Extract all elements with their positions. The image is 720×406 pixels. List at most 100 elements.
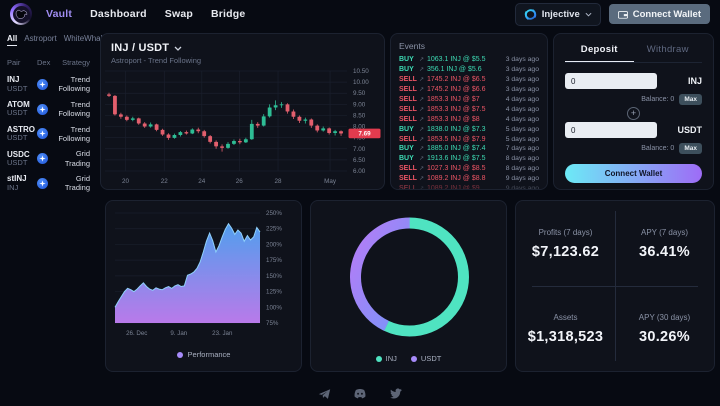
event-row[interactable]: BUY ↗ 1838.0 INJ @ $7.3 5 days ago [399,124,539,134]
pair-quote: USDT [7,133,28,143]
stat-label: Assets [553,312,578,322]
pair-cell: INJ USDT [7,75,37,93]
external-link-icon[interactable]: ↗ [419,136,425,143]
vault-row-inj[interactable]: INJ USDT Trend Following [7,72,90,97]
event-detail: 1089.2 INJ @ $8.8 [427,175,486,183]
svg-text:7.69: 7.69 [358,131,371,138]
svg-text:23. Jan: 23. Jan [212,330,233,337]
stat-value: 30.26% [639,328,690,345]
pair-selector[interactable]: INJ / USDT [111,42,374,54]
pair-cell: stINJ INJ [7,174,37,192]
svg-text:24: 24 [198,178,206,185]
event-side: BUY [399,125,414,133]
external-link-icon[interactable]: ↗ [419,87,425,94]
network-selector[interactable]: Injective [514,2,601,26]
twitter-icon[interactable] [389,388,402,399]
amount-input-usdt[interactable] [565,122,657,138]
external-link-icon[interactable]: ↗ [419,106,425,113]
event-row[interactable]: BUY ↗ 1885.0 INJ @ $7.4 7 days ago [399,144,539,154]
pair-cell: ASTRO USDT [7,125,37,143]
external-link-icon[interactable]: ↗ [419,186,425,190]
performance-legend: Performance [110,350,297,359]
event-row[interactable]: SELL ↗ 1089.2 INJ @ $9 9 days ago [399,184,539,190]
event-side: BUY [399,66,414,74]
wallet-icon [617,10,628,19]
svg-text:175%: 175% [266,257,282,264]
event-row[interactable]: SELL ↗ 1089.2 INJ @ $8.8 9 days ago [399,174,539,184]
external-link-icon[interactable]: ↗ [419,116,425,123]
external-link-icon[interactable]: ↗ [419,97,425,103]
external-link-icon[interactable]: ↗ [419,156,425,163]
nav-item-bridge[interactable]: Bridge [210,8,246,20]
pair-base: ASTRO [7,124,35,134]
connect-wallet-button[interactable]: Connect Wallet [608,4,710,24]
external-link-icon[interactable]: ↗ [419,126,425,133]
nav-item-dashboard[interactable]: Dashboard [90,8,147,20]
stat-cell: APY (30 days) 30.26% [615,286,714,371]
currency-label-usdt: USDT [677,125,703,135]
dex-cell [36,103,59,115]
event-row[interactable]: SELL ↗ 1853.3 INJ @ $8 4 days ago [399,114,539,124]
legend-label: Performance [187,350,231,359]
nav-item-vault[interactable]: Vault [46,8,73,20]
event-row[interactable]: SELL ↗ 1027.3 INJ @ $8.5 8 days ago [399,164,539,174]
event-row[interactable]: BUY ↗ 1913.6 INJ @ $7.5 8 days ago [399,154,539,164]
max-button-inj[interactable]: Max [679,94,702,105]
astroport-icon [36,103,48,115]
vault-row-astro[interactable]: ASTRO USDT Trend Following [7,122,90,147]
event-row[interactable]: SELL ↗ 1853.3 INJ @ $7.5 4 days ago [399,104,539,114]
brand-logo[interactable] [10,3,32,25]
price-chart-panel: INJ / USDT Astroport - Trend Following 1… [100,33,385,190]
event-side: SELL [399,185,417,190]
svg-text:100%: 100% [266,304,282,311]
event-row[interactable]: SELL ↗ 1853.3 INJ @ $7 4 days ago [399,95,539,105]
legend-item-usdt: USDT [410,354,441,363]
chevron-down-icon [585,12,592,17]
pair-base: USDC [7,149,30,159]
dex-cell [36,128,59,140]
event-detail: 1027.3 INJ @ $8.5 [427,165,486,173]
discord-icon[interactable] [353,388,367,400]
connect-wallet-action-button[interactable]: Connect Wallet [565,164,702,183]
tab-withdraw[interactable]: Withdraw [646,44,689,55]
external-link-icon[interactable]: ↗ [419,77,425,84]
event-detail: 1063.1 INJ @ $5.5 [427,56,486,64]
performance-panel: 250% 225% 200% 175% 150% 125% 100% 75% 26. Dec 9.… [105,200,302,372]
external-link-icon[interactable]: ↗ [419,166,425,173]
event-row[interactable]: BUY ↗ 356.1 INJ @ $5.6 3 days ago [399,65,539,75]
stat-cell: APY (7 days) 36.41% [615,201,714,286]
event-detail: 1853.5 INJ @ $7.9 [427,135,486,143]
external-link-icon[interactable]: ↗ [419,176,425,183]
sidebar-tab-whitewhale[interactable]: WhiteWhale [63,34,107,43]
nav-item-swap[interactable]: Swap [164,8,193,20]
svg-text:May: May [324,178,337,185]
event-detail: 1745.2 INJ @ $6.6 [427,86,486,94]
event-side: SELL [399,96,417,103]
sidebar-tab-all[interactable]: All [7,34,18,46]
sidebar-tab-astroport[interactable]: Astroport [24,34,57,43]
stat-cell: Profits (7 days) $7,123.62 [516,201,615,286]
event-row[interactable]: SELL ↗ 1745.2 INJ @ $6.5 3 days ago [399,75,539,85]
external-link-icon[interactable]: ↗ [419,57,425,64]
external-link-icon[interactable]: ↗ [419,67,425,74]
tab-deposit[interactable]: Deposit [565,44,634,62]
vault-row-usdc[interactable]: USDC USDT Grid Trading [7,146,90,171]
col-dex: Dex [37,58,51,67]
allocation-panel: INJ USDT [310,200,507,372]
event-time: 4 days ago [505,96,539,103]
astroport-icon [37,177,48,189]
event-row[interactable]: BUY ↗ 1063.1 INJ @ $5.5 3 days ago [399,55,539,65]
amount-input-inj[interactable] [565,73,657,89]
external-link-icon[interactable]: ↗ [419,146,425,153]
event-row[interactable]: SELL ↗ 1853.5 INJ @ $7.9 5 days ago [399,134,539,144]
vault-row-stinj[interactable]: stINJ INJ Grid Trading [7,171,90,196]
stat-value: 36.41% [639,243,690,260]
deposit-withdraw-panel: Deposit Withdraw INJ Balance: 0 Max + US… [553,33,714,190]
telegram-icon[interactable] [318,388,331,400]
event-side: SELL [399,76,417,84]
dex-cell [37,153,59,165]
price-chart-header: INJ / USDT Astroport - Trend Following [101,34,384,65]
vault-row-atom[interactable]: ATOM USDT Trend Following [7,97,90,122]
event-row[interactable]: SELL ↗ 1745.2 INJ @ $6.6 3 days ago [399,85,539,95]
max-button-usdt[interactable]: Max [679,143,702,154]
